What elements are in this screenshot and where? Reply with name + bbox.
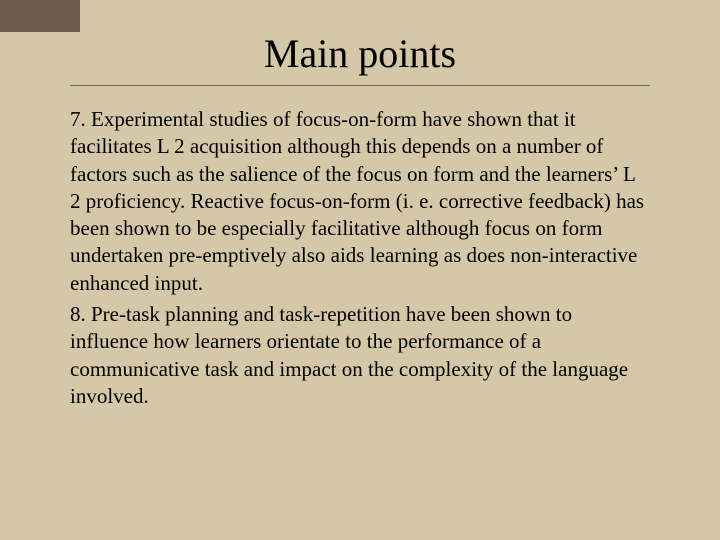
point-8: 8. Pre-task planning and task-repetition… xyxy=(70,301,650,410)
slide-title: Main points xyxy=(70,30,650,77)
corner-accent xyxy=(0,0,80,32)
title-underline xyxy=(70,85,650,86)
point-7: 7. Experimental studies of focus-on-form… xyxy=(70,106,650,297)
slide-body: 7. Experimental studies of focus-on-form… xyxy=(70,106,650,410)
slide-container: Main points 7. Experimental studies of f… xyxy=(0,0,720,540)
